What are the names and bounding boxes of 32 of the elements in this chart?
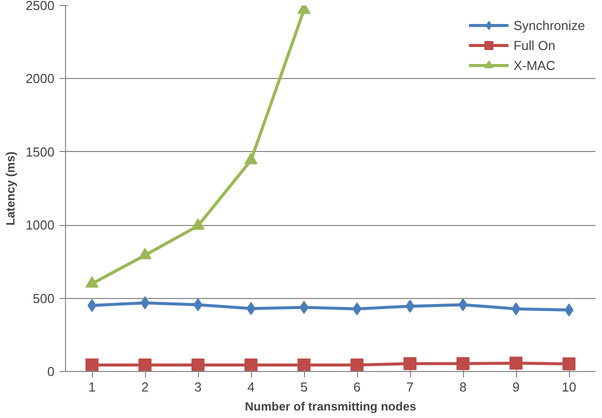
x-tick-label: 3 bbox=[194, 380, 202, 394]
y-tick-label: 500 bbox=[32, 290, 55, 306]
y-tick-label: 1000 bbox=[26, 218, 54, 233]
point bbox=[192, 358, 204, 372]
point bbox=[456, 357, 470, 370]
y-tick-label: 1500 bbox=[26, 144, 54, 160]
point bbox=[562, 357, 576, 370]
legend-label: Full On bbox=[513, 38, 556, 52]
point bbox=[244, 358, 258, 372]
x-tick-label: 4 bbox=[247, 380, 255, 394]
x-tick-label: 8 bbox=[459, 380, 467, 394]
legend-label: X-MAC bbox=[513, 58, 556, 72]
point bbox=[510, 356, 522, 370]
y-tick-label: 2000 bbox=[26, 71, 54, 86]
point bbox=[350, 358, 364, 372]
x-tick-label: 6 bbox=[353, 380, 361, 394]
point bbox=[298, 358, 310, 372]
y-tick-label: 2500 bbox=[26, 0, 54, 13]
y-axis-title: Latency (ms) bbox=[4, 151, 18, 226]
x-tick-label: 9 bbox=[512, 380, 520, 394]
point bbox=[86, 358, 98, 372]
point bbox=[404, 357, 416, 370]
x-tick-label: 2 bbox=[141, 380, 149, 394]
x-tick-label: 10 bbox=[562, 380, 576, 394]
legend-label: Synchronize bbox=[513, 18, 585, 32]
x-tick-label: 1 bbox=[88, 380, 96, 394]
x-tick-label: 7 bbox=[406, 380, 414, 394]
y-tick-label: 0 bbox=[47, 364, 55, 379]
point bbox=[138, 358, 152, 372]
point bbox=[244, 152, 258, 164]
x-tick-label: 5 bbox=[300, 380, 308, 394]
x-axis-title: Number of transmitting nodes bbox=[244, 400, 416, 414]
